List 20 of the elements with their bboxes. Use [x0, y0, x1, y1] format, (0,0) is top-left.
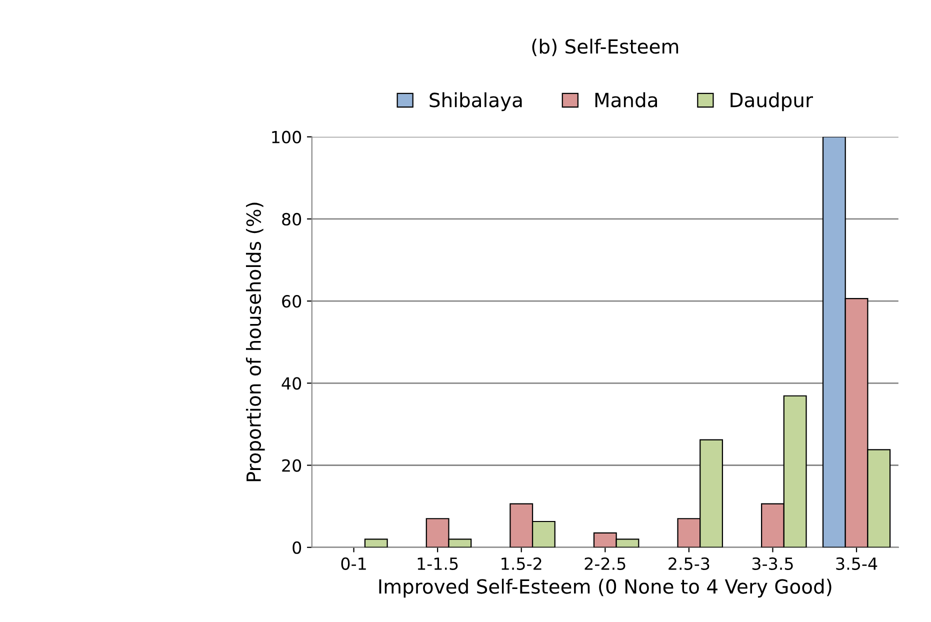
x-tick-label: 1-1.5 [418, 558, 458, 570]
x-tick-label: 1.5-2 [502, 557, 542, 570]
y-tick-label: 0 [292, 541, 302, 554]
bar [364, 538, 388, 548]
legend-label: Manda [595, 92, 658, 108]
x-tick-label: 3-3.5 [752, 557, 793, 570]
y-tick-label: 80 [282, 212, 302, 226]
x-tick-label: 2.5-3 [668, 557, 710, 570]
y-tick-label: 100 [272, 130, 302, 144]
x-tick-label: 3.5-4 [836, 557, 878, 570]
y-tick-label: 20 [282, 459, 302, 472]
y-tick-label: 40 [282, 377, 302, 390]
chart-title: (b) Self-Esteem [532, 38, 678, 56]
y-axis-title: Proportion of households (%) [246, 202, 265, 482]
legend-label: Shibalaya [430, 92, 522, 112]
x-axis-title: Improved Self-Esteem (0 None to 4 Very Good) [379, 578, 832, 598]
x-tick-label: 0-1 [341, 557, 366, 570]
x-tick-label: 2-2.5 [584, 557, 626, 570]
legend-label: Daudpur [730, 92, 813, 112]
y-tick-label: 60 [282, 295, 302, 308]
